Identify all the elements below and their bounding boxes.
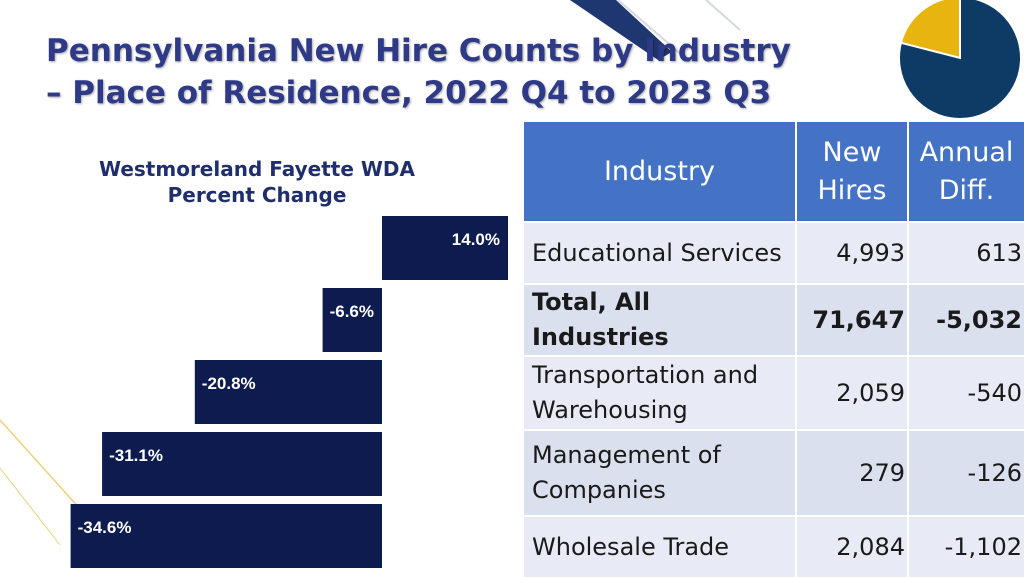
bar-label-5: -34.6%: [78, 518, 132, 537]
new-hires-cell: 4,993: [795, 221, 909, 285]
annual-diff-cell: -540: [907, 355, 1024, 431]
table-row: Wholesale Trade 2,084 -1,102: [522, 515, 1024, 579]
bar-label-3: -20.8%: [202, 374, 256, 393]
industry-table: Industry New Hires Annual Diff. Educatio…: [522, 120, 1024, 579]
page-title-line-1: Pennsylvania New Hire Counts by Industry: [46, 33, 791, 69]
annual-diff-cell: -126: [907, 429, 1024, 517]
industry-cell: Total, All Industries: [522, 283, 797, 357]
bar-label-1: 14.0%: [452, 230, 500, 249]
percent-change-bar-chart: 14.0% -6.6% -20.8% -31.1% -34.6%: [70, 216, 508, 568]
bar-4: [102, 432, 382, 496]
industry-cell: Wholesale Trade: [522, 515, 797, 579]
industry-cell: Educational Services: [522, 221, 797, 285]
bar-label-2: -6.6%: [330, 302, 374, 321]
table-header-row: Industry New Hires Annual Diff.: [522, 120, 1024, 223]
new-hires-cell: 279: [795, 429, 909, 517]
bar-3: [194, 360, 382, 424]
chart-title: Westmoreland Fayette WDA Percent Change: [50, 156, 464, 208]
annual-diff-cell: 613: [907, 221, 1024, 285]
bar-2: [322, 288, 382, 352]
header-annual-diff: Annual Diff.: [907, 120, 1024, 223]
chart-title-line-1: Westmoreland Fayette WDA: [98, 157, 415, 181]
pie-icon: [898, 0, 1022, 120]
bar-1: [382, 216, 508, 280]
annual-diff-cell: -5,032: [907, 283, 1024, 357]
pie-slice-gold: [899, 0, 961, 60]
page-title: Pennsylvania New Hire Counts by Industry…: [46, 30, 886, 114]
new-hires-cell: 71,647: [795, 283, 909, 357]
table-row: Transportation and Warehousing 2,059 -54…: [522, 355, 1024, 431]
bar-5: [70, 504, 382, 568]
page-title-line-2: – Place of Residence, 2022 Q4 to 2023 Q3: [46, 75, 772, 111]
industry-cell: Management of Companies: [522, 429, 797, 517]
industry-cell: Transportation and Warehousing: [522, 355, 797, 431]
header-new-hires: New Hires: [795, 120, 909, 223]
chart-title-line-2: Percent Change: [167, 183, 347, 207]
table-row: Educational Services 4,993 613: [522, 221, 1024, 285]
new-hires-cell: 2,059: [795, 355, 909, 431]
pie-slice-navy: [898, 0, 1022, 120]
table-row-total: Total, All Industries 71,647 -5,032: [522, 283, 1024, 357]
bar-label-4: -31.1%: [109, 446, 163, 465]
header-industry: Industry: [522, 120, 797, 223]
new-hires-cell: 2,084: [795, 515, 909, 579]
table-row: Management of Companies 279 -126: [522, 429, 1024, 517]
annual-diff-cell: -1,102: [907, 515, 1024, 579]
